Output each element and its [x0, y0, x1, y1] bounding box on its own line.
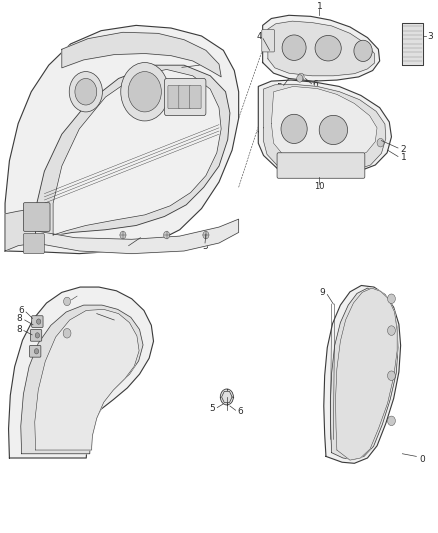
Circle shape	[388, 294, 396, 303]
Polygon shape	[222, 391, 232, 402]
Circle shape	[120, 231, 126, 239]
FancyBboxPatch shape	[30, 329, 42, 341]
Circle shape	[388, 371, 396, 381]
Circle shape	[298, 73, 304, 80]
Circle shape	[220, 389, 233, 405]
Text: 1: 1	[317, 2, 322, 11]
Polygon shape	[5, 208, 35, 251]
Polygon shape	[35, 219, 239, 254]
Circle shape	[377, 139, 384, 147]
Circle shape	[69, 71, 102, 112]
FancyBboxPatch shape	[23, 203, 50, 231]
Polygon shape	[263, 15, 380, 81]
Polygon shape	[35, 309, 139, 450]
FancyBboxPatch shape	[277, 153, 365, 178]
Text: 1: 1	[401, 153, 406, 162]
Polygon shape	[9, 287, 153, 458]
Text: 6: 6	[237, 407, 243, 416]
Polygon shape	[403, 23, 424, 65]
FancyBboxPatch shape	[262, 30, 275, 52]
Text: 3: 3	[427, 31, 434, 41]
Polygon shape	[330, 288, 398, 459]
Text: 5: 5	[276, 83, 283, 92]
Polygon shape	[336, 288, 397, 460]
Circle shape	[121, 62, 169, 121]
Polygon shape	[35, 65, 230, 246]
FancyBboxPatch shape	[23, 233, 44, 254]
FancyBboxPatch shape	[164, 78, 206, 116]
Polygon shape	[268, 21, 374, 76]
Text: 10: 10	[314, 182, 325, 191]
Text: 6: 6	[313, 80, 318, 90]
Circle shape	[75, 78, 97, 105]
Circle shape	[163, 231, 170, 239]
Circle shape	[63, 328, 71, 338]
Circle shape	[203, 231, 209, 239]
Polygon shape	[53, 69, 221, 235]
Polygon shape	[21, 305, 143, 454]
Circle shape	[128, 71, 161, 112]
Circle shape	[35, 333, 39, 338]
Polygon shape	[272, 86, 377, 162]
Text: 6: 6	[120, 242, 125, 251]
Polygon shape	[324, 286, 401, 463]
FancyBboxPatch shape	[179, 85, 190, 109]
Text: 6: 6	[18, 306, 24, 315]
Text: 2: 2	[400, 144, 406, 154]
Circle shape	[64, 297, 71, 305]
FancyBboxPatch shape	[168, 85, 179, 109]
Text: 5: 5	[210, 404, 215, 413]
Circle shape	[388, 326, 396, 335]
Polygon shape	[264, 84, 386, 174]
Ellipse shape	[281, 114, 307, 143]
FancyBboxPatch shape	[29, 345, 41, 357]
Text: 0: 0	[420, 455, 426, 464]
Ellipse shape	[315, 36, 341, 61]
Text: 4: 4	[256, 31, 262, 41]
Polygon shape	[5, 26, 239, 254]
Circle shape	[34, 349, 39, 354]
Circle shape	[36, 319, 41, 324]
FancyBboxPatch shape	[32, 316, 43, 327]
Circle shape	[388, 416, 396, 426]
Text: 5: 5	[202, 242, 208, 251]
Ellipse shape	[282, 35, 306, 60]
Text: 8: 8	[17, 314, 22, 324]
Text: 5: 5	[203, 61, 208, 70]
FancyBboxPatch shape	[190, 85, 201, 109]
Polygon shape	[258, 80, 392, 176]
Text: 8: 8	[16, 325, 21, 334]
Circle shape	[297, 75, 303, 82]
Polygon shape	[62, 33, 221, 77]
Text: 9: 9	[320, 288, 325, 297]
Ellipse shape	[354, 41, 372, 61]
Ellipse shape	[319, 115, 348, 144]
Text: 7: 7	[116, 317, 122, 326]
